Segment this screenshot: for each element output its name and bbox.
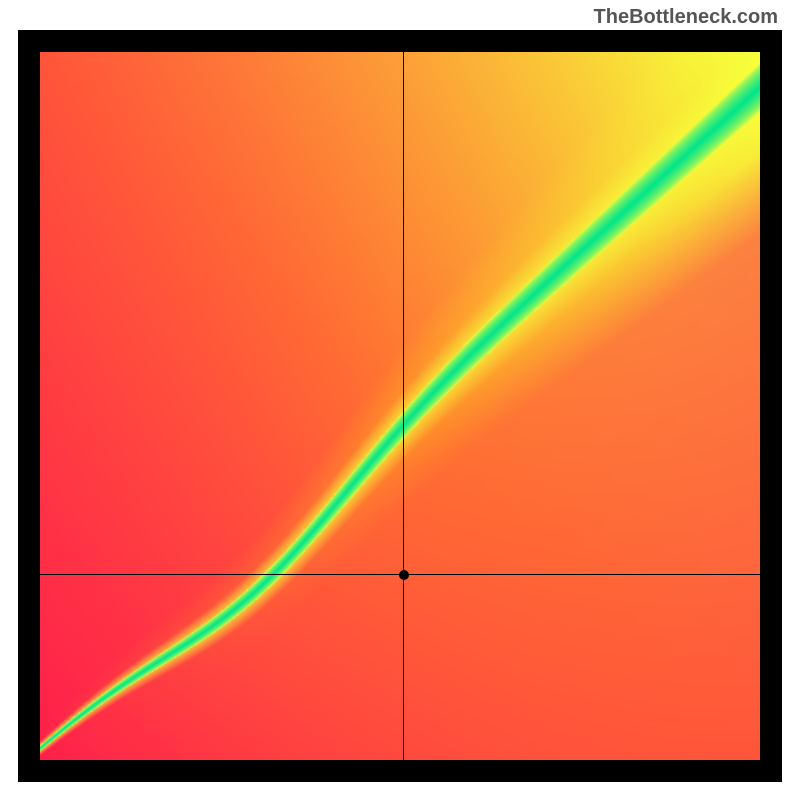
attribution-text: TheBottleneck.com	[594, 6, 778, 29]
crosshair-marker	[399, 570, 409, 580]
bottleneck-heatmap	[40, 52, 760, 760]
crosshair-vertical	[403, 52, 405, 760]
chart-container: TheBottleneck.com	[0, 0, 800, 800]
